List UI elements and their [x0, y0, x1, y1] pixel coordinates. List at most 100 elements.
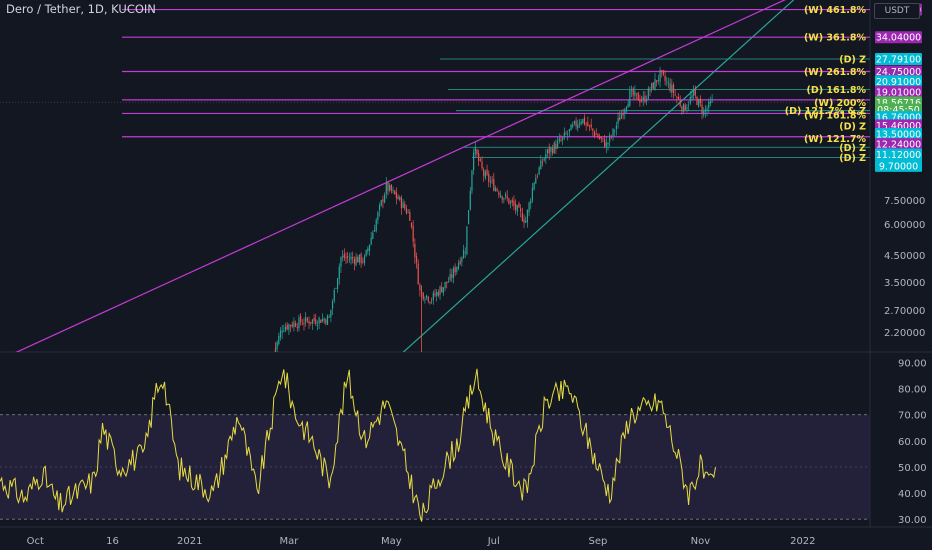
- time-tick-label: 2021: [177, 536, 202, 547]
- candle-body: [476, 149, 478, 155]
- rsi-pane[interactable]: 30.00 40.00 50.00 60.00 70.00 80.00 90.00: [0, 358, 927, 526]
- candle: [392, 186, 394, 194]
- rsi-tick-label: 30.00: [898, 515, 927, 526]
- candle: [573, 120, 576, 126]
- candle-body: [540, 160, 542, 170]
- price-badge-text: 13.50000: [876, 129, 921, 140]
- candle-body: [441, 286, 443, 293]
- candle: [605, 136, 607, 154]
- price-pane[interactable]: (W) 461.8%(W) 361.8%(W) 261.8%(D) Z(D) 1…: [0, 0, 932, 527]
- candle: [587, 116, 589, 127]
- candle: [310, 321, 312, 326]
- candle: [296, 322, 298, 332]
- price-tick-label: 7.50000: [884, 196, 925, 207]
- candle: [355, 253, 357, 267]
- candle-body: [399, 196, 401, 200]
- candle: [568, 128, 570, 138]
- candle: [437, 289, 439, 298]
- fib-level-label-2: (W) 261.8%: [804, 67, 867, 78]
- candle: [538, 165, 540, 176]
- candle: [698, 98, 700, 108]
- candle: [441, 282, 443, 293]
- candle: [313, 314, 315, 324]
- candle: [442, 287, 444, 297]
- candle-body: [367, 248, 369, 252]
- trendline-0[interactable]: [0, 0, 803, 360]
- candle: [646, 95, 648, 106]
- price-badge-12[interactable]: 11.12000: [875, 148, 922, 161]
- candle: [595, 128, 597, 136]
- candle: [520, 204, 522, 218]
- candle-body: [323, 318, 325, 321]
- candle: [694, 85, 696, 99]
- trendline-1[interactable]: [391, 0, 802, 363]
- price-badge-13[interactable]: 9.70000: [875, 159, 922, 173]
- candle-body: [498, 192, 500, 196]
- candle-body: [286, 324, 288, 330]
- candle-body: [573, 121, 576, 124]
- candle-body: [590, 124, 592, 128]
- price-badge-2[interactable]: 27.79100: [875, 53, 922, 66]
- candle: [461, 256, 463, 267]
- candle-body: [496, 188, 498, 191]
- candle-body: [402, 202, 404, 208]
- candle-body: [523, 219, 525, 223]
- candle-body: [377, 212, 379, 221]
- candle-body: [385, 182, 387, 195]
- candle-body: [382, 199, 384, 202]
- candle-body: [431, 300, 433, 302]
- candle: [385, 177, 387, 199]
- candle: [338, 263, 340, 285]
- price-badge-10[interactable]: 13.50000: [875, 127, 922, 141]
- candle-body: [467, 210, 470, 225]
- candle: [431, 297, 433, 305]
- candle-body: [693, 89, 695, 96]
- candle: [681, 105, 683, 115]
- candle-body: [380, 200, 382, 206]
- candle: [484, 169, 486, 180]
- candle-body: [397, 196, 399, 200]
- candle-body: [439, 286, 441, 295]
- price-badge-1[interactable]: 34.04000: [875, 31, 922, 44]
- candle-body: [419, 284, 421, 291]
- candle: [622, 108, 624, 120]
- price-badge-3[interactable]: 24.75000: [875, 65, 922, 79]
- candle: [405, 204, 408, 215]
- candle-body: [394, 190, 396, 194]
- price-badge-4[interactable]: 20.91000: [875, 75, 922, 88]
- candle-body: [699, 98, 701, 104]
- candle: [669, 78, 671, 93]
- candle: [368, 244, 371, 256]
- candle-body: [414, 243, 416, 258]
- candle: [703, 107, 705, 118]
- price-badge-5[interactable]: 19.01000: [875, 85, 922, 99]
- candle: [326, 314, 329, 326]
- candle: [422, 291, 424, 302]
- candle: [709, 96, 712, 107]
- candle-body: [301, 323, 303, 325]
- candle-body: [562, 136, 564, 140]
- candle: [279, 327, 282, 341]
- time-axis[interactable]: Oct 16 2021 Mar May Jul Sep Nov 2022: [0, 526, 932, 547]
- candle: [620, 109, 623, 120]
- candle-body: [624, 109, 626, 114]
- candle-body: [310, 322, 312, 324]
- time-tick-label: 2022: [790, 536, 815, 547]
- candle-body: [511, 199, 513, 203]
- candle-body: [610, 136, 612, 137]
- price-axis-ticks: 2.20000 2.70000 3.50000 4.50000 6.00000 7.500…: [884, 196, 925, 339]
- candle: [667, 77, 670, 89]
- candle: [402, 199, 404, 209]
- candle: [439, 285, 441, 300]
- candle-body: [506, 195, 508, 199]
- teal-level-label-1: (D) 161.8%: [807, 85, 867, 96]
- time-tick-label: 16: [106, 536, 119, 547]
- candle-body: [434, 293, 436, 296]
- candle: [686, 104, 688, 113]
- candle-body: [473, 152, 475, 171]
- candle-body: [278, 336, 280, 344]
- candle: [560, 134, 562, 142]
- price-badge-11[interactable]: 12.24000: [875, 138, 922, 151]
- candle: [288, 323, 290, 335]
- currency-badge[interactable]: USDT: [874, 3, 920, 19]
